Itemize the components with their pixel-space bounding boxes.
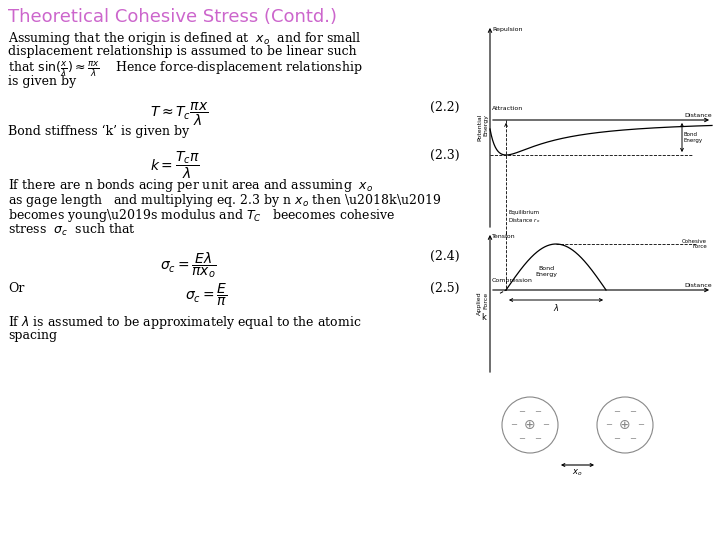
Text: −: − xyxy=(518,407,526,416)
Text: Theoretical Cohesive Stress (Contd.): Theoretical Cohesive Stress (Contd.) xyxy=(8,8,337,26)
Text: as gage length   and multiplying eq. 2.3 by n $x_o$ then \u2018k\u2019: as gage length and multiplying eq. 2.3 b… xyxy=(8,192,441,209)
Text: (2.5): (2.5) xyxy=(430,282,459,295)
Text: ⊕: ⊕ xyxy=(524,418,536,432)
Text: becomes young\u2019s modulus and $T_C$   beecomes cohesive: becomes young\u2019s modulus and $T_C$ b… xyxy=(8,207,395,224)
Text: Attraction: Attraction xyxy=(492,106,523,111)
Text: (2.4): (2.4) xyxy=(430,250,459,263)
Text: Cohesive
Force: Cohesive Force xyxy=(682,239,707,249)
Text: −: − xyxy=(518,434,526,443)
Text: $\sigma_c = \dfrac{E\lambda}{\pi x_o}$: $\sigma_c = \dfrac{E\lambda}{\pi x_o}$ xyxy=(160,250,217,280)
Text: Repulsion: Repulsion xyxy=(492,27,523,32)
Text: (2.3): (2.3) xyxy=(430,149,459,162)
Text: Assuming that the origin is defined at  $x_o$  and for small: Assuming that the origin is defined at $… xyxy=(8,30,361,47)
Text: Applied
Force: Applied Force xyxy=(477,292,488,315)
Text: that $\sin(\frac{x}{\lambda}) \approx \frac{\pi x}{\lambda}$    Hence force-disp: that $\sin(\frac{x}{\lambda}) \approx \f… xyxy=(8,60,363,80)
Text: −: − xyxy=(542,421,549,429)
Text: −: − xyxy=(606,421,613,429)
Text: $x_o$: $x_o$ xyxy=(572,468,582,478)
Text: −: − xyxy=(613,434,621,443)
Text: spacing: spacing xyxy=(8,329,57,342)
Text: displacement relationship is assumed to be linear such: displacement relationship is assumed to … xyxy=(8,45,356,58)
Text: Or: Or xyxy=(8,282,24,295)
Text: Distance: Distance xyxy=(685,113,712,118)
Text: Potential
Energy: Potential Energy xyxy=(477,114,488,141)
Text: k: k xyxy=(481,314,486,322)
Text: −: − xyxy=(629,434,636,443)
Text: is given by: is given by xyxy=(8,75,76,88)
Text: −: − xyxy=(637,421,644,429)
Text: Bond
Energy: Bond Energy xyxy=(684,132,703,143)
Text: Compression: Compression xyxy=(492,278,533,283)
Text: −: − xyxy=(510,421,518,429)
Text: −: − xyxy=(534,407,541,416)
Text: If there are n bonds acing per unit area and assuming  $x_o$: If there are n bonds acing per unit area… xyxy=(8,177,374,194)
Text: $T \approx T_c \dfrac{\pi x}{\lambda}$: $T \approx T_c \dfrac{\pi x}{\lambda}$ xyxy=(150,101,208,129)
Text: −: − xyxy=(629,407,636,416)
Text: ⊕: ⊕ xyxy=(619,418,631,432)
Text: −: − xyxy=(534,434,541,443)
Text: If $\lambda$ is assumed to be approximately equal to the atomic: If $\lambda$ is assumed to be approximat… xyxy=(8,314,361,331)
Text: $k = \dfrac{T_c \pi}{\lambda}$: $k = \dfrac{T_c \pi}{\lambda}$ xyxy=(150,149,200,181)
Text: $\sigma_c = \dfrac{E}{\pi}$: $\sigma_c = \dfrac{E}{\pi}$ xyxy=(185,282,228,308)
Text: (2.2): (2.2) xyxy=(430,101,459,114)
Text: Tension: Tension xyxy=(492,234,516,239)
Text: −: − xyxy=(613,407,621,416)
Text: stress  $\sigma_c$  such that: stress $\sigma_c$ such that xyxy=(8,222,135,238)
Text: Bond
Energy: Bond Energy xyxy=(535,266,557,277)
Text: Distance: Distance xyxy=(685,283,712,288)
Text: Equilibrium
Distance $r_o$: Equilibrium Distance $r_o$ xyxy=(508,210,540,225)
Text: Bond stiffness ‘k’ is given by: Bond stiffness ‘k’ is given by xyxy=(8,125,189,138)
Text: $\lambda$: $\lambda$ xyxy=(553,302,559,313)
